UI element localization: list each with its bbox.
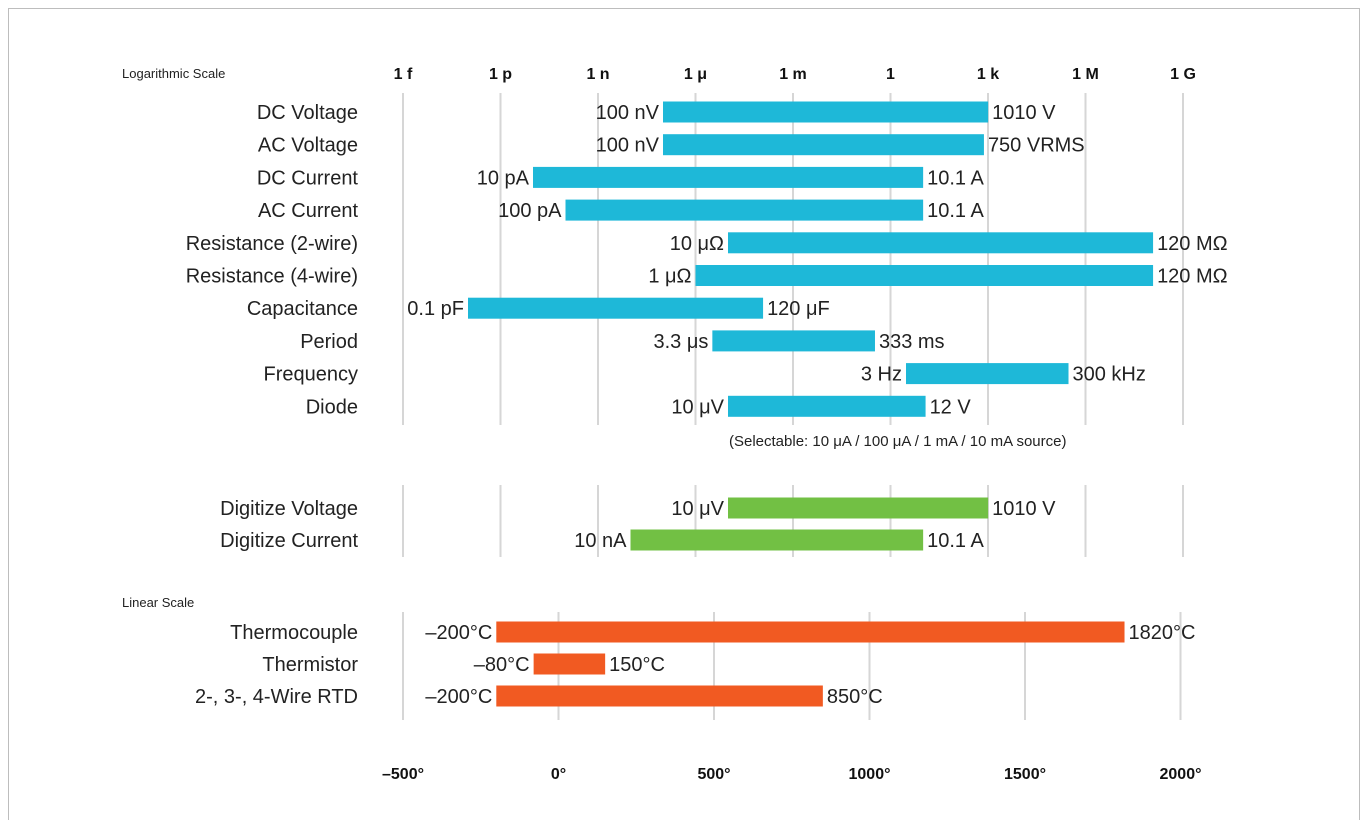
tick-label: 1 m (779, 66, 807, 83)
row-label: Digitize Current (220, 530, 358, 552)
tick-label: 1 G (1170, 66, 1196, 83)
tick-label: 1000° (849, 766, 891, 783)
section-label: Logarithmic Scale (122, 66, 225, 81)
range-bar (630, 529, 924, 551)
row-label: AC Voltage (258, 135, 358, 157)
range-bar (496, 621, 1125, 643)
range-bar (533, 166, 924, 188)
section-label: Linear Scale (122, 595, 194, 610)
tick-label: 500° (697, 766, 730, 783)
row-label: Period (300, 331, 358, 353)
max-label: 120 μF (767, 298, 830, 320)
tick-label: 1 (886, 66, 895, 83)
max-label: 1820°C (1129, 622, 1196, 644)
range-bar (496, 685, 823, 707)
row-label: AC Current (258, 200, 358, 222)
footnote: (Selectable: 10 μA / 100 μA / 1 mA / 10 … (729, 433, 1066, 450)
min-label: –80°C (474, 654, 530, 676)
tick-label: 2000° (1160, 766, 1202, 783)
range-bar (906, 363, 1069, 385)
max-label: 300 kHz (1073, 364, 1146, 386)
row-label: Frequency (264, 364, 359, 386)
row-label: 2-, 3-, 4-Wire RTD (195, 686, 358, 708)
max-label: 1010 V (992, 102, 1056, 124)
range-bar (663, 134, 984, 156)
min-label: 3.3 μs (653, 331, 708, 353)
range-bar (712, 330, 875, 352)
min-label: 0.1 pF (407, 298, 464, 320)
max-label: 10.1 A (927, 167, 984, 189)
tick-label: 1 f (394, 66, 413, 83)
chart-frame (8, 8, 1360, 820)
range-bar (728, 232, 1154, 254)
min-label: 100 pA (498, 200, 562, 222)
tick-label: 1 p (489, 66, 512, 83)
max-label: 120 MΩ (1157, 266, 1228, 288)
max-label: 120 MΩ (1157, 233, 1228, 255)
tick-label: 1 k (977, 66, 999, 83)
range-bar (695, 265, 1154, 286)
range-bar (533, 653, 606, 675)
row-label: Capacitance (247, 298, 358, 320)
range-bar (565, 199, 924, 221)
row-label: Thermocouple (230, 622, 358, 644)
tick-label: 1500° (1004, 766, 1046, 783)
tick-label: 1 M (1072, 66, 1099, 83)
max-label: 150°C (609, 654, 665, 676)
max-label: 12 V (930, 396, 972, 418)
min-label: 1 μΩ (648, 266, 691, 288)
row-label: Digitize Voltage (220, 498, 358, 520)
min-label: 3 Hz (861, 364, 902, 386)
min-label: 10 pA (477, 167, 530, 189)
tick-label: 0° (551, 766, 566, 783)
range-bar (728, 497, 989, 519)
row-label: Resistance (4-wire) (186, 266, 358, 288)
min-label: 10 μV (671, 498, 724, 520)
min-label: 10 μΩ (670, 233, 724, 255)
tick-label: –500° (382, 766, 424, 783)
row-label: DC Voltage (257, 102, 358, 124)
min-label: 100 nV (596, 102, 660, 124)
range-bar (663, 101, 989, 123)
min-label: 10 μV (671, 396, 724, 418)
tick-label: 1 n (586, 66, 609, 83)
row-label: Resistance (2-wire) (186, 233, 358, 255)
max-label: 1010 V (992, 498, 1056, 520)
min-label: 10 nA (574, 530, 627, 552)
max-label: 333 ms (879, 331, 945, 353)
max-label: 750 VRMS (988, 135, 1085, 157)
min-label: 100 nV (596, 135, 660, 157)
max-label: 10.1 A (927, 200, 984, 222)
range-bar (468, 297, 764, 319)
max-label: 10.1 A (927, 530, 984, 552)
row-label: DC Current (257, 167, 359, 189)
min-label: –200°C (425, 622, 492, 644)
max-label: 850°C (827, 686, 883, 708)
range-bar (728, 395, 926, 417)
min-label: –200°C (425, 686, 492, 708)
row-label: Thermistor (262, 654, 358, 676)
row-label: Diode (306, 396, 358, 418)
tick-label: 1 μ (684, 66, 707, 83)
